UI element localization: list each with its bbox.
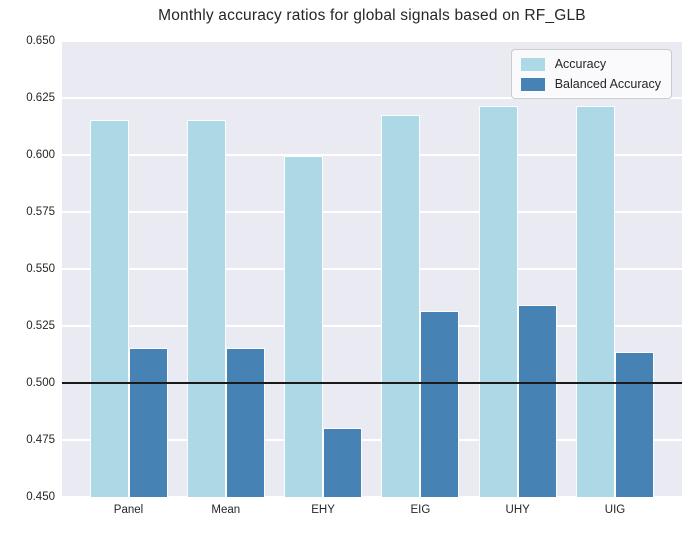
reference-line — [62, 382, 682, 384]
chart-title: Monthly accuracy ratios for global signa… — [158, 7, 586, 24]
bar-balanced-accuracy-panel — [128, 347, 168, 499]
gridline-0.525 — [62, 325, 682, 327]
y-tick-label: 0.525 — [26, 320, 55, 332]
y-tick-label: 0.625 — [26, 92, 55, 104]
gridline-0.550 — [62, 268, 682, 270]
gridline-0.475 — [62, 439, 682, 441]
gridline-0.600 — [62, 154, 682, 156]
gridline-0.575 — [62, 211, 682, 213]
bar-group-uig — [576, 41, 654, 498]
bar-accuracy-uhy — [478, 106, 518, 498]
y-tick-label: 0.575 — [26, 206, 55, 218]
x-tick-label-eig: EIG — [410, 504, 431, 516]
bar-accuracy-ehy — [284, 156, 324, 498]
y-tick-label: 0.450 — [26, 491, 55, 503]
bar-balanced-accuracy-mean — [225, 347, 265, 499]
x-tick-label-mean: Mean — [211, 504, 241, 516]
legend: Accuracy Balanced Accuracy — [510, 49, 672, 99]
bar-group-panel — [89, 41, 168, 499]
legend-row-accuracy: Accuracy — [520, 57, 661, 71]
gridline-0.650 — [62, 40, 682, 42]
y-tick-label: 0.650 — [26, 35, 55, 47]
x-tick-label-uig: UIG — [604, 504, 626, 516]
bar-accuracy-eig — [381, 115, 421, 498]
bar-accuracy-uig — [576, 106, 615, 498]
bar-group-eig — [381, 41, 460, 498]
x-tick-label-ehy: EHY — [311, 504, 335, 516]
legend-row-balanced-accuracy: Balanced Accuracy — [520, 77, 661, 91]
bar-accuracy-panel — [89, 119, 129, 499]
x-tick-label-uhy: UHY — [505, 504, 530, 516]
gridline-0.450 — [62, 496, 682, 498]
bar-balanced-accuracy-uhy — [517, 304, 557, 498]
legend-swatch-balanced-accuracy — [520, 77, 545, 91]
bar-group-uhy — [478, 41, 557, 498]
x-tick-label-panel: Panel — [113, 504, 144, 516]
y-tick-label: 0.600 — [26, 149, 55, 161]
gridline-0.625 — [62, 97, 682, 99]
legend-label-accuracy: Accuracy — [554, 57, 607, 71]
y-tick-label: 0.550 — [26, 263, 55, 275]
bar-balanced-accuracy-uig — [615, 352, 654, 498]
legend-swatch-accuracy — [520, 57, 545, 71]
bar-balanced-accuracy-ehy — [323, 427, 363, 499]
y-tick-label: 0.475 — [26, 434, 55, 446]
bar-accuracy-mean — [186, 119, 226, 499]
bar-balanced-accuracy-eig — [420, 311, 460, 498]
legend-label-balanced-accuracy: Balanced Accuracy — [554, 77, 661, 91]
plot-area: Accuracy Balanced Accuracy — [62, 40, 682, 499]
bar-group-mean — [186, 41, 265, 499]
y-tick-label: 0.500 — [26, 377, 55, 389]
bar-group-ehy — [284, 41, 363, 499]
